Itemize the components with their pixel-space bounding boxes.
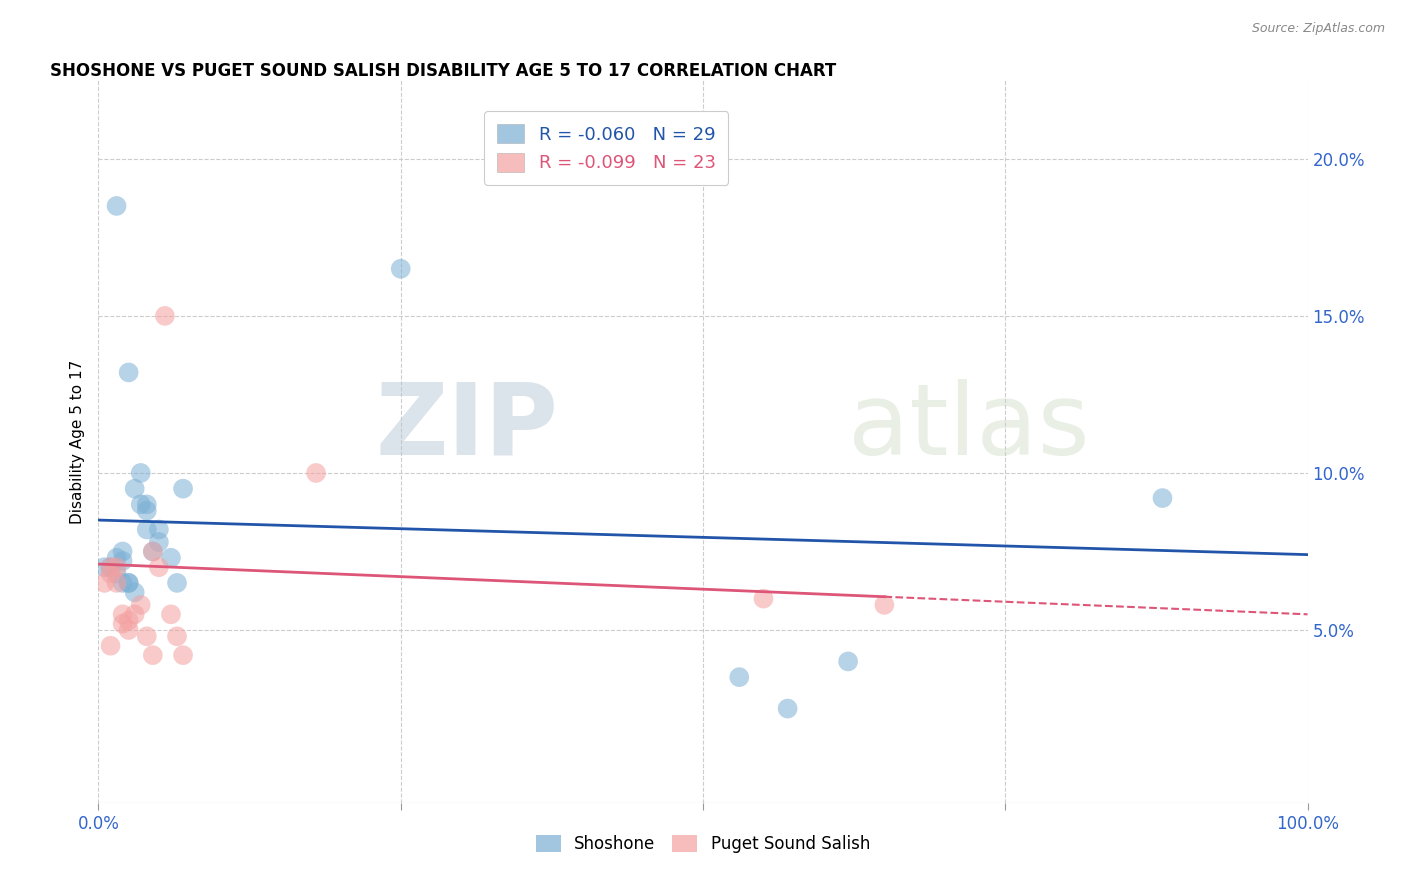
Point — [124, 607, 146, 622]
Point — [93, 575, 115, 590]
Point — [118, 366, 141, 380]
Point — [111, 607, 134, 622]
Point — [105, 575, 128, 590]
Point — [100, 566, 122, 581]
Point — [118, 575, 141, 590]
Point — [389, 261, 412, 276]
Point — [118, 575, 141, 590]
Point — [135, 497, 157, 511]
Text: SHOSHONE VS PUGET SOUND SALISH DISABILITY AGE 5 TO 17 CORRELATION CHART: SHOSHONE VS PUGET SOUND SALISH DISABILIT… — [51, 62, 837, 80]
Point — [160, 607, 183, 622]
Point — [1152, 491, 1174, 505]
Point — [135, 629, 157, 643]
Point — [166, 575, 188, 590]
Point — [776, 701, 799, 715]
Point — [118, 614, 141, 628]
Point — [172, 482, 194, 496]
Point — [111, 544, 134, 558]
Point — [100, 560, 122, 574]
Point — [153, 309, 176, 323]
Point — [111, 554, 134, 568]
Point — [135, 503, 157, 517]
Point — [105, 560, 128, 574]
Point — [148, 560, 170, 574]
Point — [100, 560, 122, 574]
Point — [728, 670, 751, 684]
Point — [111, 575, 134, 590]
Point — [142, 544, 165, 558]
Point — [111, 616, 134, 631]
Point — [160, 550, 183, 565]
Point — [124, 482, 146, 496]
Point — [873, 598, 896, 612]
Point — [166, 629, 188, 643]
Legend: Shoshone, Puget Sound Salish: Shoshone, Puget Sound Salish — [529, 828, 877, 860]
Point — [129, 466, 152, 480]
Point — [305, 466, 328, 480]
Point — [172, 648, 194, 662]
Point — [100, 639, 122, 653]
Point — [124, 585, 146, 599]
Text: Source: ZipAtlas.com: Source: ZipAtlas.com — [1251, 22, 1385, 36]
Point — [148, 535, 170, 549]
Y-axis label: Disability Age 5 to 17: Disability Age 5 to 17 — [69, 359, 84, 524]
Point — [148, 523, 170, 537]
Point — [129, 497, 152, 511]
Text: ZIP: ZIP — [375, 378, 558, 475]
Point — [142, 648, 165, 662]
Point — [129, 598, 152, 612]
Point — [105, 550, 128, 565]
Point — [142, 544, 165, 558]
Point — [135, 523, 157, 537]
Point — [837, 655, 859, 669]
Point — [118, 623, 141, 637]
Point — [93, 560, 115, 574]
Point — [105, 199, 128, 213]
Point — [105, 566, 128, 581]
Text: atlas: atlas — [848, 378, 1090, 475]
Point — [752, 591, 775, 606]
